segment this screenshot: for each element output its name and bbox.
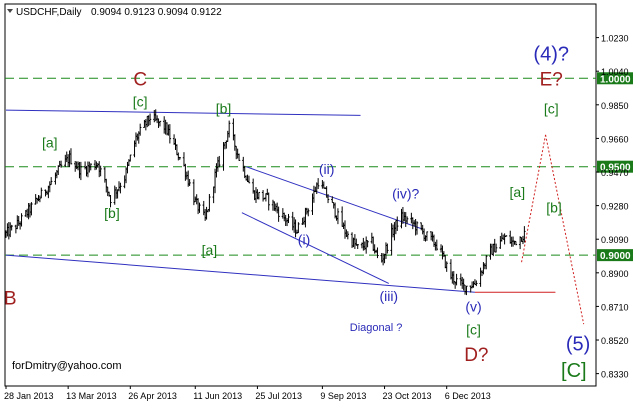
wave-label: (iii) <box>379 288 398 304</box>
wave-label: [a] <box>202 242 218 258</box>
y-tick-label: 1.0040 <box>601 67 629 77</box>
trend-line <box>5 109 361 116</box>
wave-label: D? <box>464 345 488 366</box>
y-tick-label: 0.8520 <box>601 336 629 346</box>
level-price-box <box>597 249 633 262</box>
y-tick-label: 0.9850 <box>601 101 629 111</box>
x-tick-label: 6 Dec 2013 <box>445 391 491 401</box>
wave-label: [c] <box>544 101 559 117</box>
plot-background <box>4 3 597 387</box>
wave-label: [c] <box>133 94 148 110</box>
wave-label: Diagonal ? <box>350 322 403 334</box>
level-price-box <box>597 72 633 85</box>
y-tick-label: 0.9090 <box>601 235 629 245</box>
y-tick-label: 0.9660 <box>601 134 629 144</box>
wave-label: (5) <box>566 334 590 356</box>
x-tick-label: 13 Mar 2013 <box>66 391 117 401</box>
x-tick-label: 9 Sep 2013 <box>320 391 366 401</box>
x-tick-label: 26 Apr 2013 <box>128 391 177 401</box>
projection-line <box>521 134 547 263</box>
trend-line <box>245 166 422 230</box>
wave-label: (i) <box>298 232 310 248</box>
x-tick-label: 11 Jun 2013 <box>193 391 242 401</box>
wave-label: [b] <box>546 200 562 216</box>
wave-label: B <box>4 289 17 310</box>
chart-ohlc: 0.9094 0.9123 0.9094 0.9122 <box>91 7 222 18</box>
x-tick-label: 25 Jul 2013 <box>255 391 302 401</box>
y-tick-label: 0.8900 <box>601 269 629 279</box>
wave-label: (v) <box>465 299 481 315</box>
wave-label: [c] <box>466 322 481 338</box>
chart-symbol: USDCHF,Daily <box>16 7 82 18</box>
level-price-box <box>597 160 633 173</box>
wave-label: [a] <box>510 184 526 200</box>
wave-label: (ii) <box>319 161 335 177</box>
y-tick-label: 0.8330 <box>601 370 629 380</box>
wave-label: [C] <box>561 360 587 382</box>
watermark-text: forDmitry@yahoo.com <box>12 360 122 372</box>
symbol-menu-icon[interactable] <box>7 9 13 13</box>
x-tick-label: 28 Jan 2013 <box>4 391 54 401</box>
wave-label: [b] <box>216 101 232 117</box>
wave-label: (4)? <box>533 44 569 66</box>
wave-label: C <box>133 69 147 90</box>
trend-line <box>241 212 389 284</box>
projection-line <box>545 134 585 325</box>
y-tick-label: 1.0230 <box>601 34 629 44</box>
level-price-label: 0.9000 <box>600 251 631 262</box>
wave-label: (iv)? <box>392 186 419 202</box>
y-tick-label: 0.8710 <box>601 302 629 312</box>
x-tick-label: 23 Oct 2013 <box>383 391 432 401</box>
y-tick-label: 0.9470 <box>601 168 629 178</box>
wave-label: E? <box>540 69 563 90</box>
wave-label: [b] <box>104 205 120 221</box>
level-price-label: 0.9500 <box>600 163 631 174</box>
trend-line <box>5 254 475 293</box>
y-tick-label: 0.9280 <box>601 202 629 212</box>
wave-label: [a] <box>42 134 58 150</box>
level-price-label: 1.0000 <box>600 74 631 85</box>
